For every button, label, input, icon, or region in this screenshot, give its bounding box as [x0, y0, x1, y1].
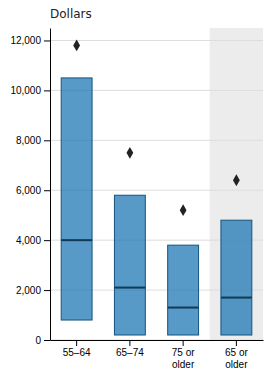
y-tick-label: 0 [35, 335, 41, 346]
y-tick-mark [44, 140, 50, 141]
y-tick: 0 [35, 335, 50, 346]
y-tick-label: 4,000 [16, 235, 41, 246]
title: Dollars [50, 7, 92, 21]
x-tick-label: 55–64 [63, 347, 91, 358]
x-tick-mark [129, 340, 130, 346]
plot: 0 2,000 4,000 6,000 8,000 10,000 12,000 55–64 65… [10, 28, 263, 370]
y-tick-mark [44, 240, 50, 241]
box [221, 220, 252, 335]
y-tick-label: 6,000 [16, 185, 41, 196]
y-axis: 0 2,000 4,000 6,000 8,000 10,000 12,000 [10, 29, 50, 346]
x-tick-label-line: 55–64 [63, 347, 91, 358]
y-tick: 12,000 [10, 35, 50, 46]
x-tick-label-line: 65 or [225, 347, 248, 358]
x-tick: 65–74 [116, 340, 144, 358]
mean-marker [73, 40, 80, 52]
mean-marker [233, 174, 240, 186]
mean-marker [126, 147, 133, 159]
y-tick-mark [44, 40, 50, 41]
x-tick: 65 orolder [225, 340, 248, 370]
x-axis: 55–6465–7475 orolder65 orolder [51, 340, 264, 370]
x-tick: 75 orolder [172, 340, 195, 370]
y-tick: 4,000 [16, 235, 50, 246]
x-tick-mark [183, 340, 184, 346]
box [114, 195, 145, 335]
median-line [61, 239, 92, 241]
x-tick-mark [236, 340, 237, 346]
median-line [168, 307, 199, 309]
y-tick-label: 10,000 [10, 85, 41, 96]
mean-marker [180, 204, 187, 216]
x-tick-label: 65 orolder [225, 347, 248, 370]
y-tick: 10,000 [10, 85, 50, 96]
x-tick-label-line: older [172, 359, 195, 370]
median-line [114, 287, 145, 289]
y-tick-label: 12,000 [10, 35, 41, 46]
x-tick-label-line: older [225, 359, 248, 370]
grid-line [50, 40, 263, 41]
x-tick-label: 65–74 [116, 347, 144, 358]
x-axis-line [51, 340, 264, 341]
box [168, 245, 199, 335]
y-tick-label: 2,000 [16, 285, 41, 296]
y-tick: 6,000 [16, 185, 50, 196]
box [61, 78, 92, 320]
y-tick-mark [44, 340, 50, 341]
x-tick: 55–64 [63, 340, 91, 358]
x-tick-label-line: 65–74 [116, 347, 144, 358]
highlight-region [210, 28, 263, 340]
y-axis-line [50, 29, 51, 341]
y-tick-mark [44, 190, 50, 191]
x-tick-mark [76, 340, 77, 346]
y-tick: 2,000 [16, 285, 50, 296]
y-tick-mark [44, 90, 50, 91]
x-tick-label: 75 orolder [172, 347, 195, 370]
boxes [61, 40, 252, 335]
grid-line [50, 340, 263, 341]
x-tick-label-line: 75 or [172, 347, 195, 358]
grid [50, 40, 263, 340]
chart: 0 2,000 4,000 6,000 8,000 10,000 12,000 55–64 65… [0, 0, 275, 382]
y-tick-label: 8,000 [16, 135, 41, 146]
y-tick: 8,000 [16, 135, 50, 146]
y-tick-mark [44, 290, 50, 291]
median-line [221, 297, 252, 299]
